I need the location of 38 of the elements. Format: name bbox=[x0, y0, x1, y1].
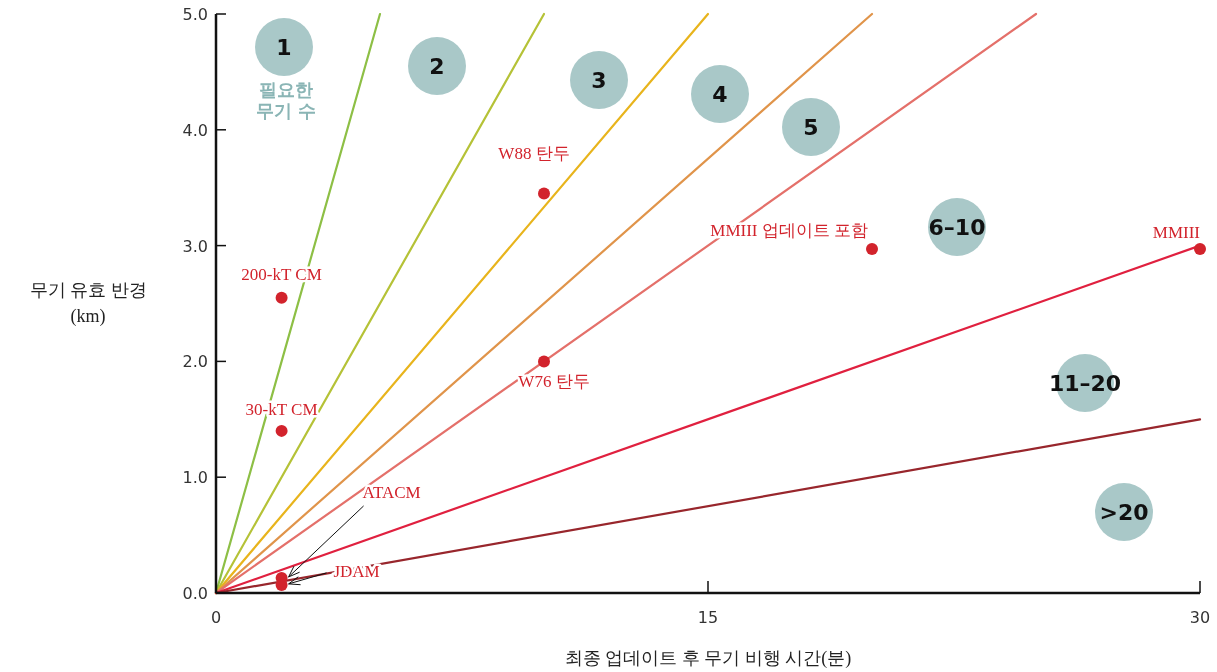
x-axis-title: 최종 업데이트 후 무기 비행 시간(분) bbox=[564, 648, 852, 669]
point bbox=[275, 291, 288, 304]
y-tick-label: 4.0 bbox=[182, 120, 208, 140]
y-tick-label: 2.0 bbox=[182, 352, 208, 372]
annotation: 4 bbox=[691, 65, 749, 123]
x-tick-label: 0 bbox=[210, 608, 222, 627]
y-tick-label: 5.0 bbox=[182, 5, 208, 24]
annotation: 1 bbox=[276, 35, 292, 60]
annotation: >20 bbox=[1095, 483, 1153, 541]
y-axis-title: 무기 유효 반경 (km) bbox=[29, 280, 147, 327]
annotation: 6–10 bbox=[928, 198, 986, 256]
annotation: 11–20 bbox=[1048, 371, 1122, 396]
annotation: 6–10 bbox=[928, 215, 986, 240]
y-tick-label: 1.0 bbox=[182, 468, 208, 488]
annotation: 5 bbox=[803, 115, 819, 140]
annotation: 1 bbox=[255, 18, 313, 76]
text: ATACM bbox=[362, 482, 421, 502]
annotation: 필요한 무기 수 bbox=[255, 79, 317, 121]
point bbox=[538, 355, 550, 368]
annotation: 2 bbox=[429, 54, 445, 79]
y-tick-label: 3.0 bbox=[182, 236, 208, 256]
annotation: 5 bbox=[782, 98, 840, 156]
point bbox=[1194, 243, 1206, 256]
annotation: 2 bbox=[408, 37, 466, 95]
y-tick-label: 0.0 bbox=[182, 584, 208, 603]
series-label: W76 탄두 bbox=[518, 372, 590, 392]
point bbox=[538, 187, 550, 200]
series-label: W88 탄두 bbox=[498, 144, 570, 164]
annotation: 11–20 bbox=[1048, 354, 1122, 412]
point bbox=[275, 424, 288, 437]
annotation: 4 bbox=[712, 82, 728, 107]
x-tick-label: 15 bbox=[697, 608, 719, 627]
point bbox=[866, 243, 878, 256]
series-label: MMIII bbox=[1152, 223, 1201, 243]
annotation: >20 bbox=[1099, 500, 1149, 525]
x-tick-label: 30 bbox=[1189, 608, 1211, 627]
annotation: 3 bbox=[570, 51, 628, 109]
annotation: 3 bbox=[591, 68, 607, 93]
